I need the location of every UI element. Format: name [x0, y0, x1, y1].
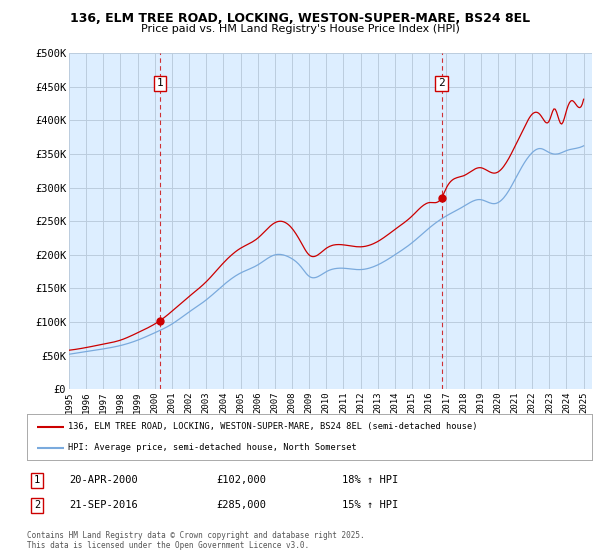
Text: 1: 1 — [157, 78, 163, 88]
Text: Contains HM Land Registry data © Crown copyright and database right 2025.
This d: Contains HM Land Registry data © Crown c… — [27, 531, 365, 550]
Text: 15% ↑ HPI: 15% ↑ HPI — [342, 500, 398, 510]
Text: HPI: Average price, semi-detached house, North Somerset: HPI: Average price, semi-detached house,… — [68, 444, 356, 452]
Text: 2: 2 — [34, 500, 40, 510]
Text: 2: 2 — [438, 78, 445, 88]
Text: Price paid vs. HM Land Registry's House Price Index (HPI): Price paid vs. HM Land Registry's House … — [140, 24, 460, 34]
Text: 136, ELM TREE ROAD, LOCKING, WESTON-SUPER-MARE, BS24 8EL: 136, ELM TREE ROAD, LOCKING, WESTON-SUPE… — [70, 12, 530, 25]
Text: £102,000: £102,000 — [216, 475, 266, 486]
Text: 1: 1 — [34, 475, 40, 486]
Text: 136, ELM TREE ROAD, LOCKING, WESTON-SUPER-MARE, BS24 8EL (semi-detached house): 136, ELM TREE ROAD, LOCKING, WESTON-SUPE… — [68, 422, 477, 431]
Text: 20-APR-2000: 20-APR-2000 — [69, 475, 138, 486]
Text: £285,000: £285,000 — [216, 500, 266, 510]
Text: 18% ↑ HPI: 18% ↑ HPI — [342, 475, 398, 486]
Text: 21-SEP-2016: 21-SEP-2016 — [69, 500, 138, 510]
